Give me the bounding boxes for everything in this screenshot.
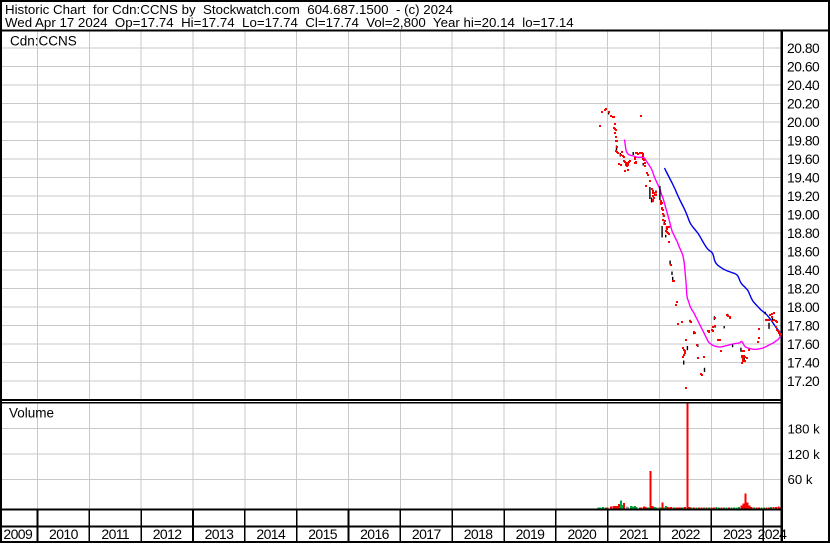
- svg-text:2013: 2013: [205, 526, 235, 542]
- svg-text:17.80: 17.80: [787, 318, 820, 333]
- svg-text:19.00: 19.00: [787, 207, 820, 222]
- svg-text:2021: 2021: [619, 526, 649, 542]
- svg-text:120 k: 120 k: [788, 447, 821, 462]
- svg-text:17.60: 17.60: [787, 337, 820, 352]
- svg-text:2019: 2019: [516, 526, 546, 542]
- svg-text:19.80: 19.80: [787, 133, 820, 148]
- svg-text:18.80: 18.80: [787, 226, 820, 241]
- svg-text:20.60: 20.60: [787, 59, 820, 74]
- svg-text:19.20: 19.20: [787, 189, 820, 204]
- svg-text:60 k: 60 k: [788, 472, 813, 487]
- svg-text:2014: 2014: [256, 526, 286, 542]
- svg-text:2012: 2012: [153, 526, 183, 542]
- svg-text:2009: 2009: [3, 526, 33, 542]
- svg-text:2018: 2018: [464, 526, 494, 542]
- svg-text:2016: 2016: [360, 526, 390, 542]
- svg-text:2024: 2024: [758, 526, 788, 542]
- svg-text:Historic Chart for Cdn:CCNS b: Historic Chart for Cdn:CCNS by Stockwatc…: [5, 2, 453, 17]
- svg-text:2017: 2017: [412, 526, 442, 542]
- svg-text:Volume: Volume: [9, 406, 54, 421]
- svg-text:18.00: 18.00: [787, 300, 820, 315]
- svg-text:18.40: 18.40: [787, 263, 820, 278]
- svg-text:17.40: 17.40: [787, 355, 820, 370]
- svg-text:19.60: 19.60: [787, 152, 820, 167]
- svg-text:20.20: 20.20: [787, 96, 820, 111]
- svg-text:20.80: 20.80: [787, 41, 820, 56]
- svg-text:20.00: 20.00: [787, 115, 820, 130]
- svg-text:Wed Apr 17 2024 Op=17.74 Hi=: Wed Apr 17 2024 Op=17.74 Hi=17.74 Lo=17.…: [5, 15, 574, 30]
- svg-text:17.20: 17.20: [787, 374, 820, 389]
- svg-text:2010: 2010: [49, 526, 79, 542]
- svg-text:19.40: 19.40: [787, 170, 820, 185]
- svg-text:20.40: 20.40: [787, 78, 820, 93]
- svg-text:2015: 2015: [308, 526, 338, 542]
- svg-text:2011: 2011: [101, 526, 130, 542]
- svg-text:2023: 2023: [723, 526, 753, 542]
- svg-text:2022: 2022: [671, 526, 701, 542]
- svg-text:2020: 2020: [567, 526, 597, 542]
- svg-text:180 k: 180 k: [788, 422, 821, 437]
- svg-text:Cdn:CCNS: Cdn:CCNS: [10, 33, 77, 48]
- svg-text:18.60: 18.60: [787, 244, 820, 259]
- svg-text:18.20: 18.20: [787, 281, 820, 296]
